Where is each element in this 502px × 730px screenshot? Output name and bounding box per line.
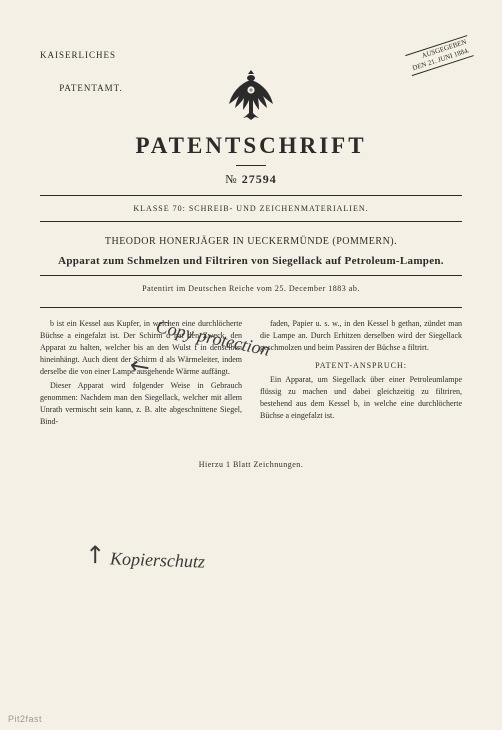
apparatus-title: Apparat zum Schmelzen und Filtriren von … bbox=[40, 255, 462, 267]
body-columns: b ist ein Kessel aus Kupfer, in welchen … bbox=[40, 318, 462, 430]
divider bbox=[40, 221, 462, 222]
patent-date: Patentirt im Deutschen Reiche vom 25. De… bbox=[40, 284, 462, 293]
patent-class: KLASSE 70: SCHREIB- UND ZEICHENMATERIALI… bbox=[40, 204, 462, 213]
header-issued: AUSGEGEBEN DEN 21. JUNI 1884. bbox=[405, 35, 474, 76]
body-paragraph: Dieser Apparat wird folgender Weise in G… bbox=[40, 380, 242, 428]
inventor-line: THEODOR HONERJÄGER IN UECKERMÜNDE (POMME… bbox=[40, 236, 462, 247]
watermark-kopierschutz: Kopierschutz bbox=[110, 548, 206, 572]
header-kaiserliches: KAISERLICHES bbox=[40, 50, 116, 60]
divider bbox=[40, 195, 462, 196]
header-row: KAISERLICHES AUSGEGEBEN DEN 21. JUNI 188… bbox=[40, 30, 462, 60]
eagle-crest-icon bbox=[221, 68, 281, 123]
watermark-arrow-icon: ↗ bbox=[78, 537, 113, 572]
drawing-note: Hierzu 1 Blatt Zeichnungen. bbox=[40, 460, 462, 469]
divider bbox=[236, 165, 266, 166]
patent-number-prefix: № bbox=[225, 172, 237, 186]
header-authority: KAISERLICHES bbox=[40, 30, 116, 60]
right-column: faden, Papier u. s. w., in den Kessel b … bbox=[260, 318, 462, 430]
patent-number-value: 27594 bbox=[242, 172, 277, 186]
body-paragraph: Ein Apparat, um Siegellack über einer Pe… bbox=[260, 374, 462, 422]
divider bbox=[40, 307, 462, 308]
document-title: PATENTSCHRIFT bbox=[40, 133, 462, 159]
footer-credit: Pit2fast bbox=[8, 714, 42, 724]
body-paragraph: PATENT-ANSPRUCH: bbox=[260, 360, 462, 372]
body-paragraph: faden, Papier u. s. w., in den Kessel b … bbox=[260, 318, 462, 354]
divider bbox=[40, 275, 462, 276]
patent-document-page: KAISERLICHES AUSGEGEBEN DEN 21. JUNI 188… bbox=[0, 0, 502, 730]
patent-number: № 27594 bbox=[40, 172, 462, 187]
